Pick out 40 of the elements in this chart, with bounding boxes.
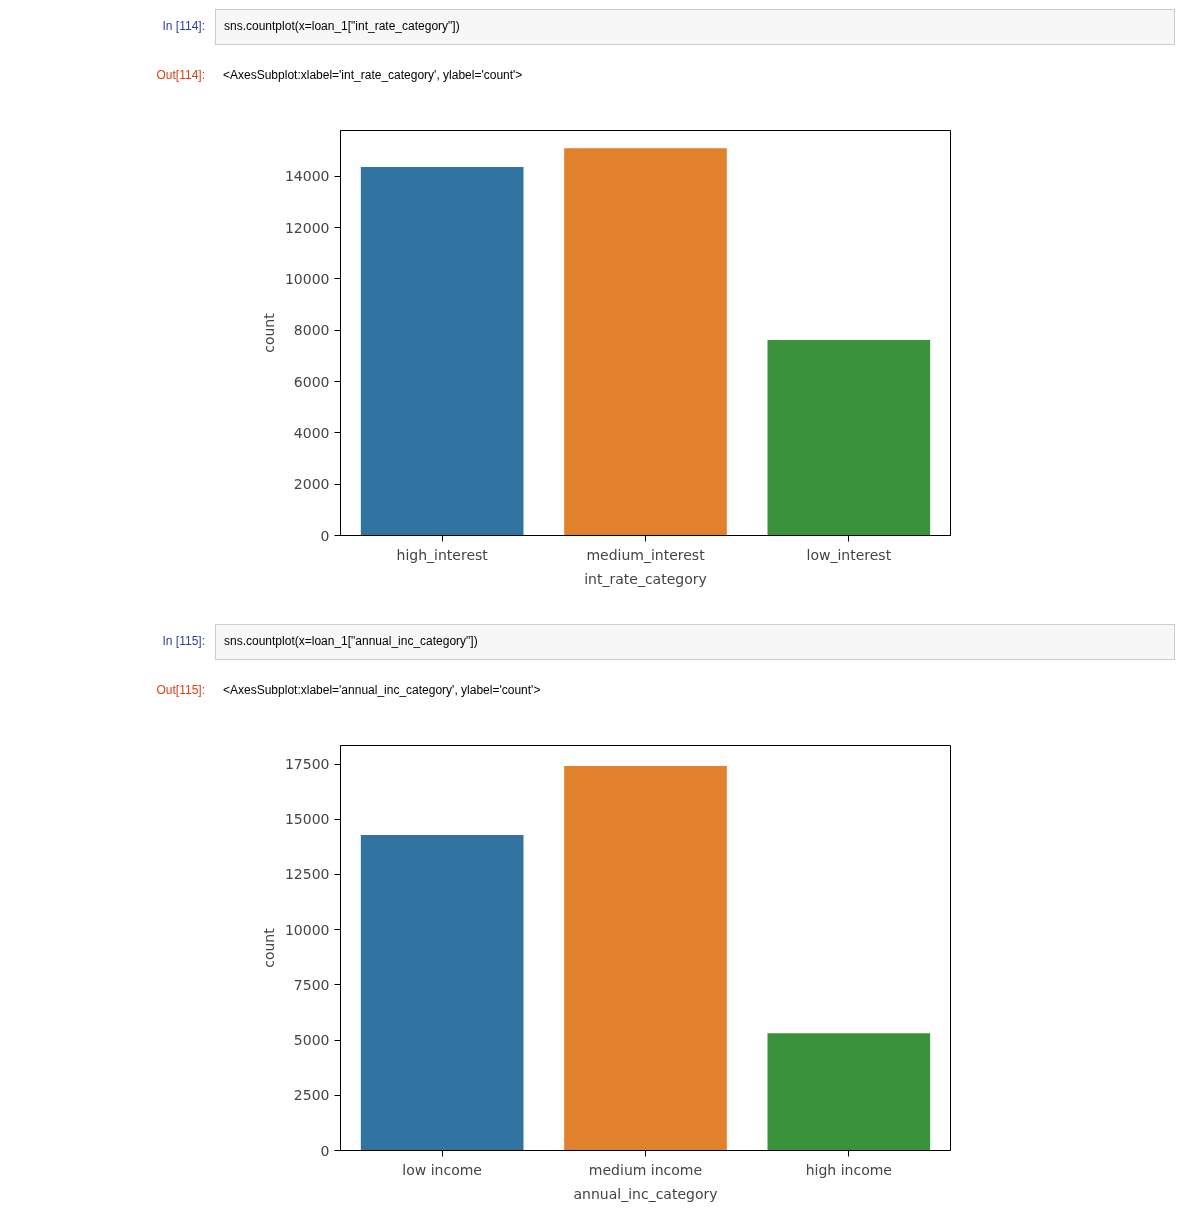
y-tick-label: 14000 bbox=[284, 168, 330, 185]
text: sns.countplot(x=loan_1["annual_inc_category"]) bbox=[215, 624, 1175, 660]
y-tick-label: 4000 bbox=[293, 424, 330, 441]
y-tick-label: 8000 bbox=[293, 322, 330, 339]
bar bbox=[767, 1033, 931, 1151]
text: In [115]: bbox=[161, 633, 206, 651]
x-axis-title: annual_inc_category bbox=[573, 1185, 718, 1202]
y-tick-label: 2500 bbox=[293, 1087, 330, 1104]
x-tick-label: low_interest bbox=[806, 546, 892, 563]
x-tick-label: medium_interest bbox=[586, 546, 706, 563]
y-tick-label: 0 bbox=[320, 1142, 330, 1159]
y-axis-title: count bbox=[260, 927, 277, 968]
x-tick-label: medium income bbox=[588, 1161, 703, 1178]
y-tick-label: 12000 bbox=[284, 219, 330, 236]
text: sns.countplot(x=loan_1["int_rate_category"]) bbox=[215, 9, 1175, 45]
y-tick-label: 15000 bbox=[284, 811, 330, 828]
bar bbox=[360, 166, 524, 536]
text: <AxesSubplot:xlabel='int_rate_category', ylabel='count'> bbox=[222, 67, 524, 85]
y-tick-label: 10000 bbox=[284, 270, 330, 287]
y-tick-label: 0 bbox=[320, 527, 330, 544]
bar bbox=[767, 339, 931, 536]
bar bbox=[564, 766, 727, 1151]
x-tick-label: high_interest bbox=[396, 546, 489, 563]
y-tick-label: 5000 bbox=[293, 1032, 330, 1049]
y-tick-label: 7500 bbox=[293, 976, 330, 993]
y-tick-label: 6000 bbox=[293, 373, 330, 390]
x-axis-title: int_rate_category bbox=[584, 570, 707, 587]
x-tick-label: low income bbox=[402, 1161, 482, 1178]
y-axis-title: count bbox=[260, 312, 277, 353]
y-tick-label: 17500 bbox=[284, 756, 330, 773]
text: <AxesSubplot:xlabel='annual_inc_category', ylabel='count'> bbox=[222, 682, 542, 700]
text: Out[114]: bbox=[155, 67, 206, 85]
y-tick-label: 2000 bbox=[293, 476, 330, 493]
y-tick-label: 10000 bbox=[284, 921, 330, 938]
bar bbox=[360, 834, 524, 1151]
text: Out[115]: bbox=[155, 682, 206, 700]
text: In [114]: bbox=[161, 18, 206, 36]
y-tick-label: 12500 bbox=[284, 866, 330, 883]
x-tick-label: high income bbox=[805, 1161, 892, 1178]
bar bbox=[564, 148, 727, 536]
